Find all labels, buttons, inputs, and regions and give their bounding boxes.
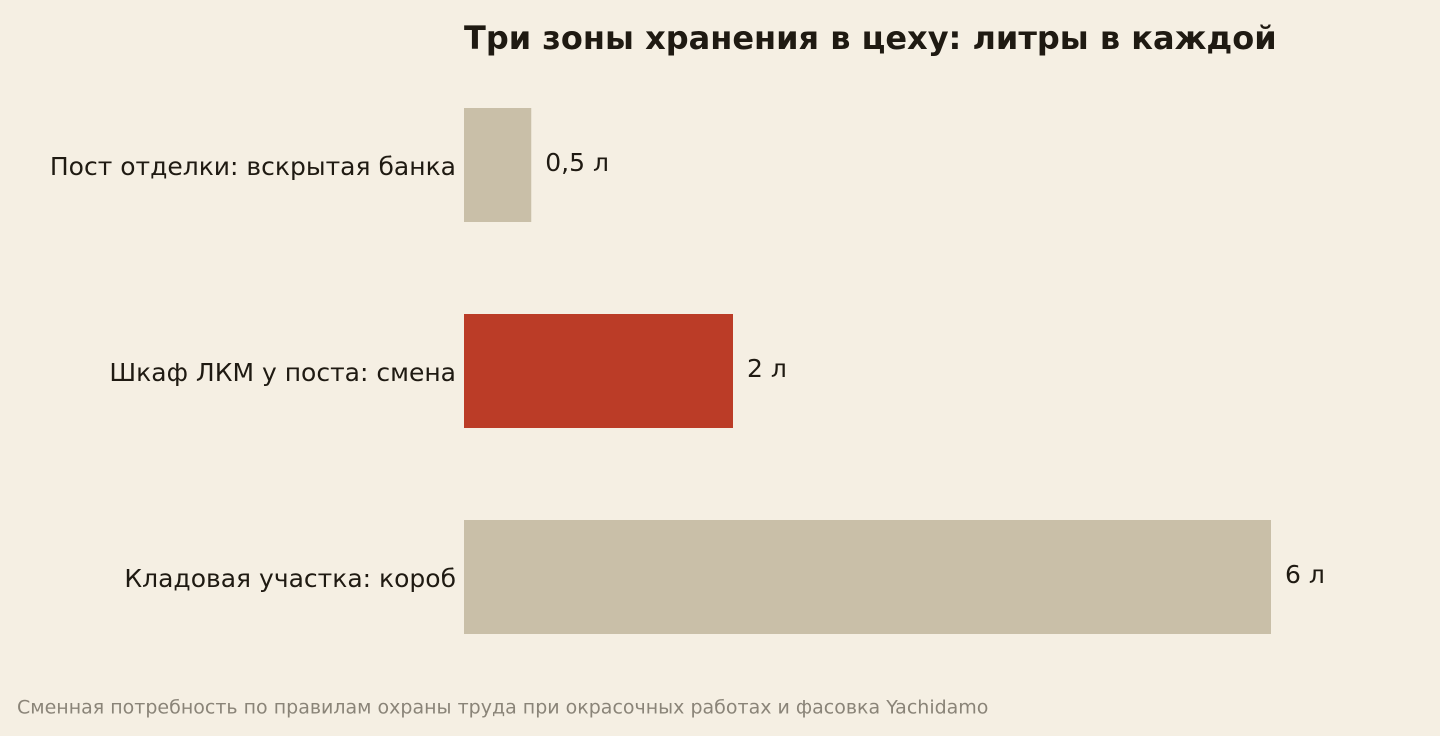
bar — [464, 520, 1271, 634]
value-label: 0,5 л — [545, 148, 609, 177]
category-label: Пост отделки: вскрытая банка — [50, 152, 456, 181]
bar — [464, 314, 733, 428]
value-label: 6 л — [1285, 560, 1325, 589]
category-label: Шкаф ЛКМ у поста: смена — [109, 358, 456, 387]
value-label: 2 л — [747, 354, 787, 383]
source-note: Сменная потребность по правилам охраны т… — [17, 697, 988, 719]
bar — [464, 108, 532, 222]
chart-title: Три зоны хранения в цеху: литры в каждой — [464, 19, 1277, 57]
category-label: Кладовая участка: короб — [124, 564, 456, 593]
